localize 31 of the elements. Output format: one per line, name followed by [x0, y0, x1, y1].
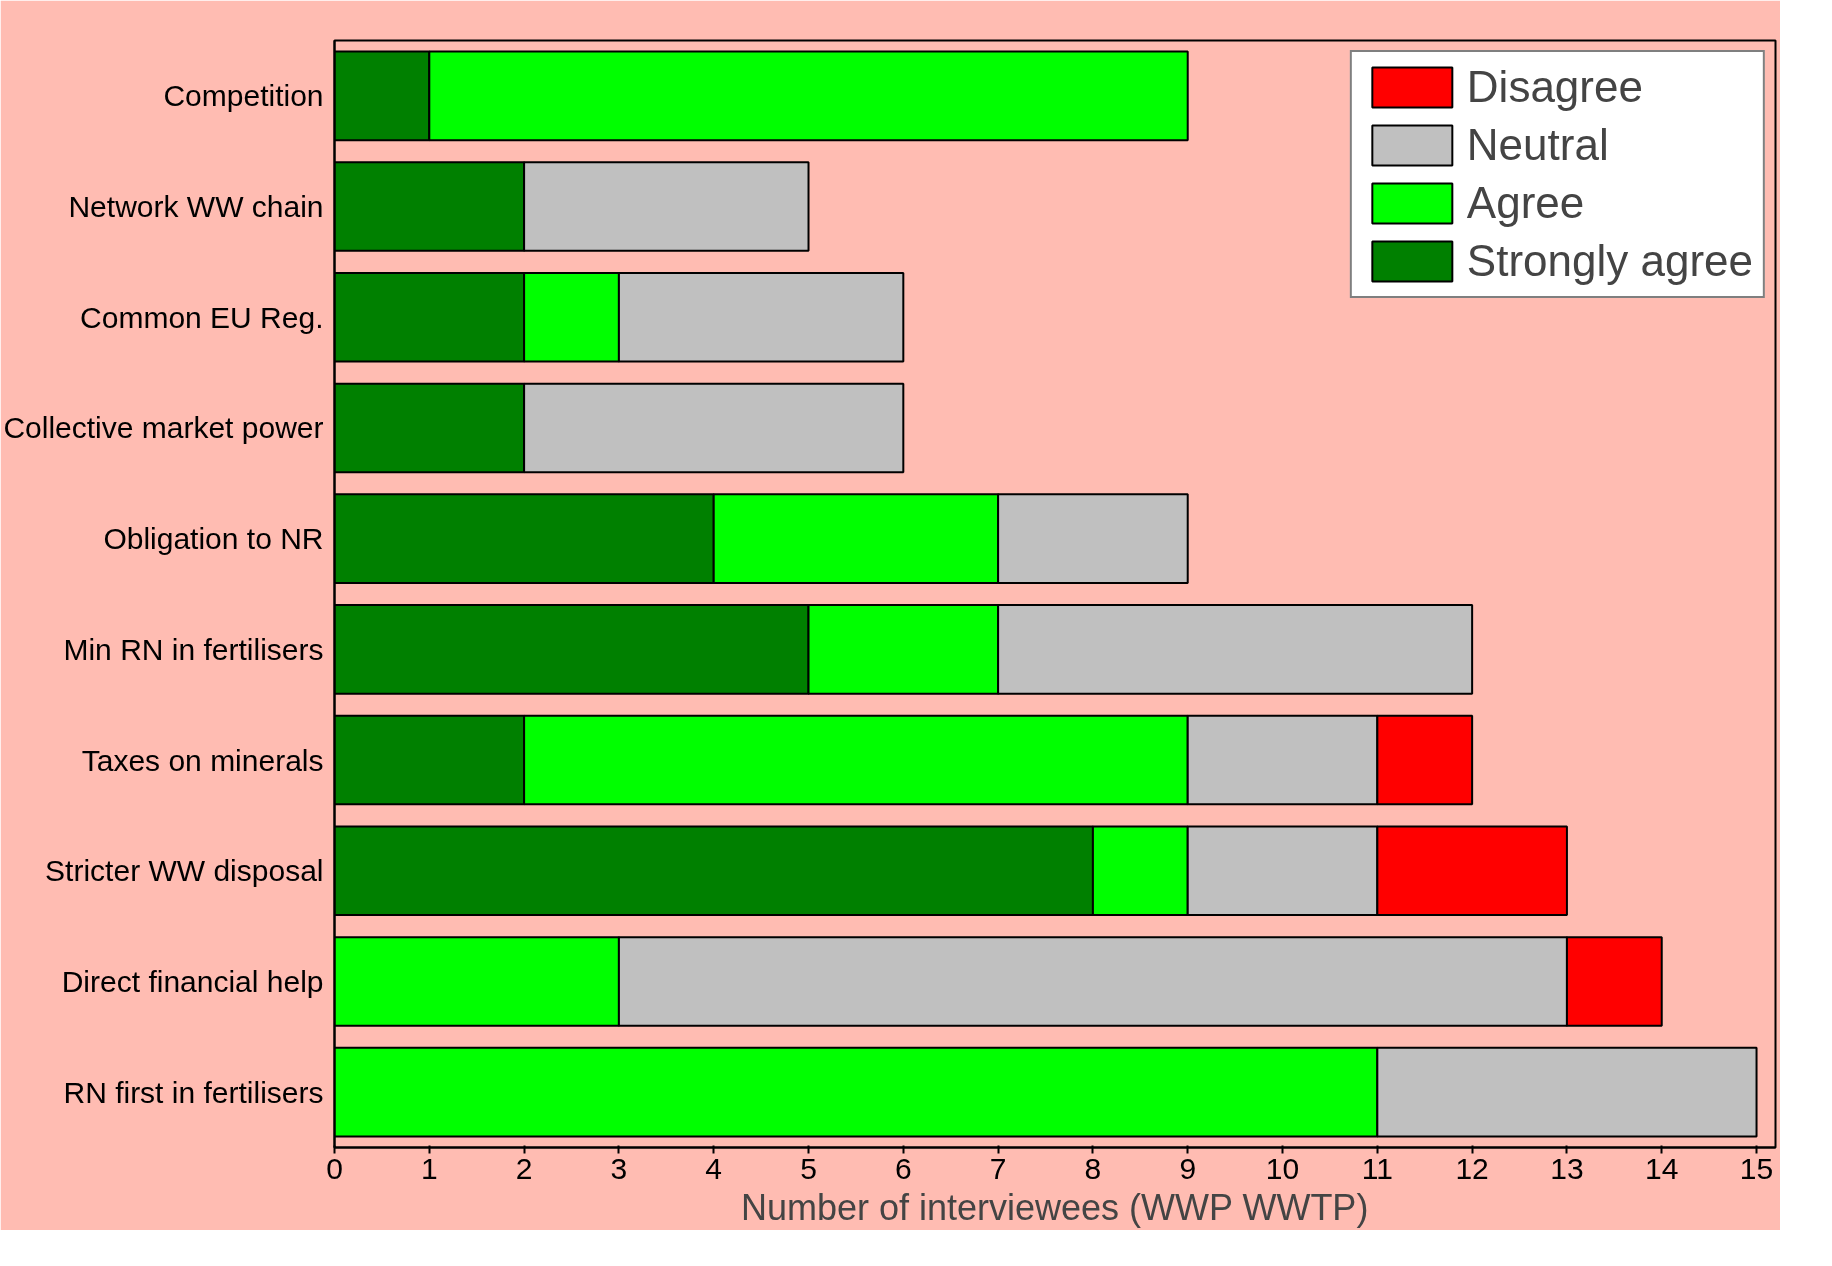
x-tick-label: 8 [1084, 1151, 1102, 1185]
x-tick-label: 1 [420, 1151, 438, 1185]
x-tick-label: 12 [1455, 1151, 1489, 1185]
y-tick-label: Network WW chain [68, 190, 324, 224]
x-tick-label: 13 [1550, 1151, 1584, 1185]
x-tick-label: 2 [515, 1151, 533, 1185]
legend-label: Strongly agree [1466, 236, 1753, 286]
x-axis-title: Number of interviewees (WWP WWTP) [740, 1186, 1369, 1228]
x-tick-label: 7 [989, 1151, 1007, 1185]
legend-label: Neutral [1466, 120, 1609, 170]
y-tick-label: Collective market power [3, 411, 324, 445]
y-tick-label: Min RN in fertilisers [63, 632, 324, 666]
y-tick-label: Direct financial help [61, 964, 324, 998]
x-tick-label: 11 [1361, 1151, 1393, 1185]
y-tick-label: Stricter WW disposal [45, 854, 324, 888]
x-tick-label: 14 [1645, 1151, 1679, 1185]
y-tick-label: Competition [163, 79, 324, 113]
x-tick-label: 3 [610, 1151, 628, 1185]
x-tick-label: 15 [1739, 1151, 1774, 1185]
x-tick-label: 5 [800, 1151, 817, 1185]
y-tick-label: RN first in fertilisers [63, 1075, 324, 1109]
x-tick-label: 9 [1179, 1151, 1197, 1185]
x-tick-label: 0 [326, 1151, 343, 1185]
x-tick-label: 10 [1265, 1151, 1300, 1185]
y-tick-label: Taxes on minerals [81, 743, 324, 777]
x-tick-label: 6 [894, 1151, 912, 1185]
legend-label: Disagree [1466, 62, 1643, 112]
y-tick-label: Obligation to NR [103, 522, 324, 556]
y-tick-label: Common EU Reg. [80, 300, 324, 334]
legend-label: Agree [1466, 178, 1585, 228]
x-tick-label: 4 [705, 1151, 723, 1185]
